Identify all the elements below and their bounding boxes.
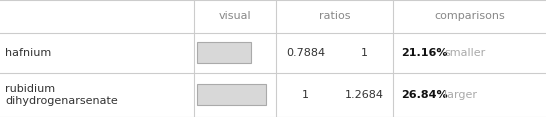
FancyBboxPatch shape [197,42,252,63]
Text: 1: 1 [361,48,368,58]
Text: 0.7884: 0.7884 [286,48,325,58]
Text: 1: 1 [302,90,309,100]
Text: 1.2684: 1.2684 [345,90,384,100]
FancyBboxPatch shape [197,84,266,105]
Text: rubidium
dihydrogenarsenate: rubidium dihydrogenarsenate [5,84,118,106]
Text: ratios: ratios [319,11,350,21]
Text: larger: larger [444,90,477,100]
Text: smaller: smaller [444,48,486,58]
Text: hafnium: hafnium [5,48,52,58]
Text: 26.84%: 26.84% [401,90,448,100]
Text: 21.16%: 21.16% [401,48,448,58]
Text: comparisons: comparisons [434,11,505,21]
Text: visual: visual [218,11,251,21]
